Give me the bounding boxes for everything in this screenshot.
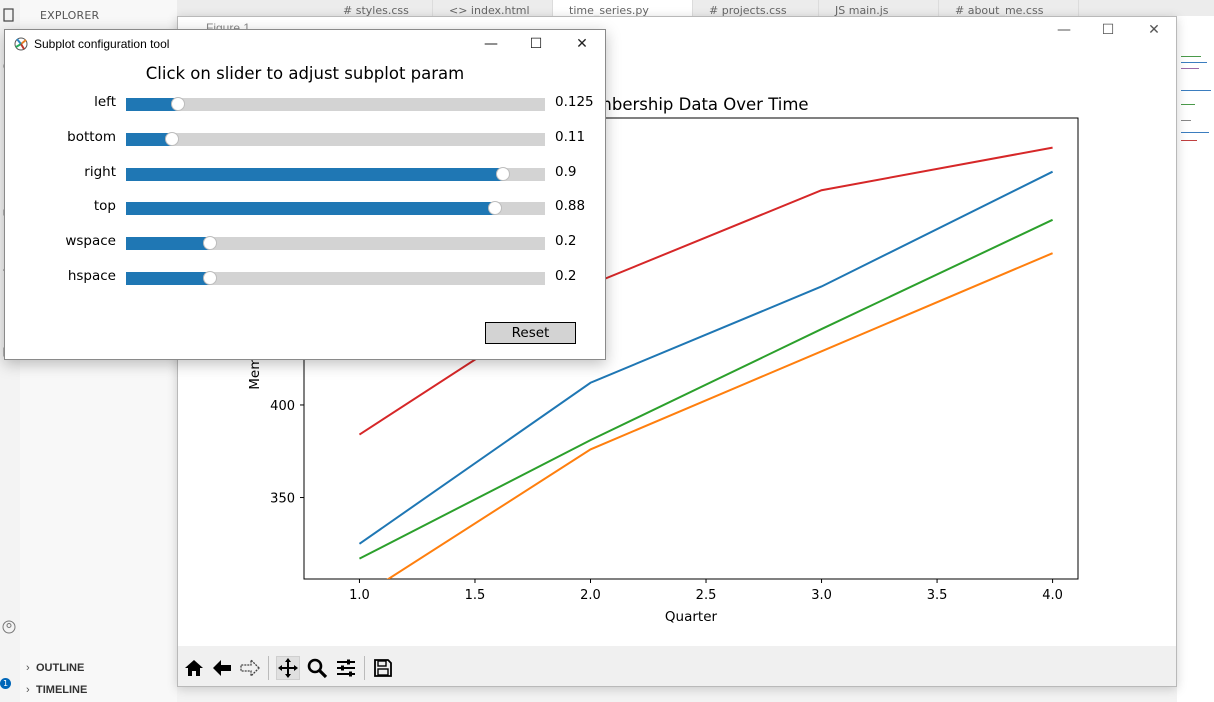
x-tick-label: 3.0: [811, 588, 832, 603]
editor-tab[interactable]: <> index.html: [433, 0, 553, 16]
slider-fill: [126, 272, 210, 285]
slider-label: bottom: [67, 129, 116, 145]
slider-track[interactable]: [126, 201, 545, 215]
pan-button[interactable]: [276, 656, 300, 680]
slider-label: left: [94, 94, 116, 110]
home-button[interactable]: [182, 656, 206, 680]
editor-tab[interactable]: # projects.css: [693, 0, 819, 16]
dialog-title: Subplot configuration tool: [34, 37, 170, 51]
y-axis: 350 400: [270, 399, 304, 507]
toolbar-separator: [268, 656, 269, 680]
dialog-minimize-button[interactable]: —: [484, 36, 498, 52]
editor-tab-active[interactable]: time_series.py: [553, 0, 693, 16]
dialog-close-button[interactable]: ✕: [576, 36, 588, 52]
outline-section[interactable]: › OUTLINE: [26, 662, 84, 674]
editor-minimap: [1177, 16, 1214, 702]
dialog-heading: Click on slider to adjust subplot param: [145, 64, 465, 83]
slider-bottom: bottom 0.11: [5, 129, 605, 149]
outline-label: OUTLINE: [36, 662, 85, 674]
chevron-right-icon: ›: [26, 684, 30, 696]
zoom-button[interactable]: [305, 656, 329, 680]
x-tick-label: 1.0: [349, 588, 370, 603]
editor-tab-bar: # styles.css <> index.html time_series.p…: [177, 0, 1214, 16]
slider-top: top 0.88: [5, 198, 605, 218]
timeline-section[interactable]: › TIMELINE: [26, 684, 87, 696]
slider-label: right: [84, 164, 116, 180]
x-axis: 1.0 1.5 2.0 2.5 3.0 3.5 4.0: [349, 579, 1063, 603]
back-arrow-icon: [213, 660, 231, 676]
dialog-maximize-button[interactable]: ☐: [529, 36, 543, 52]
figure-maximize-button[interactable]: ☐: [1101, 22, 1115, 38]
timeline-label: TIMELINE: [36, 684, 88, 696]
slider-value: 0.2: [555, 268, 577, 284]
slider-value: 0.88: [555, 198, 586, 214]
slider-value: 0.11: [555, 129, 586, 145]
slider-fill: [126, 98, 179, 111]
slider-wspace: wspace 0.2: [5, 233, 605, 253]
slider-knob[interactable]: [202, 236, 217, 250]
editor-tab[interactable]: JS main.js: [819, 0, 939, 16]
series-line-1: [358, 170, 1054, 545]
matplotlib-app-icon: [14, 37, 28, 51]
slider-knob[interactable]: [487, 201, 502, 215]
slider-label: top: [93, 198, 116, 214]
x-tick-label: 2.5: [696, 588, 717, 603]
files-icon[interactable]: [2, 8, 16, 22]
slider-right: right 0.9: [5, 164, 605, 184]
dialog-titlebar[interactable]: Subplot configuration tool — ☐ ✕: [5, 30, 605, 58]
chart-title: Membership Data Over Time: [571, 95, 808, 114]
save-button[interactable]: [371, 656, 395, 680]
x-tick-label: 1.5: [465, 588, 486, 603]
figure-close-button[interactable]: ✕: [1148, 22, 1160, 38]
series-line-2: [386, 252, 1053, 579]
navigation-toolbar: [178, 646, 1176, 686]
x-tick-label: 4.0: [1042, 588, 1063, 603]
series-line-3: [358, 218, 1054, 560]
pan-icon: [278, 658, 298, 678]
home-icon: [185, 660, 203, 676]
slider-fill: [126, 133, 173, 146]
slider-track[interactable]: [126, 167, 545, 181]
forward-button[interactable]: [238, 656, 262, 680]
configure-subplots-button[interactable]: [334, 656, 358, 680]
y-tick-label: 350: [270, 492, 295, 507]
x-axis-label: Quarter: [665, 609, 718, 625]
slider-value: 0.9: [555, 164, 577, 180]
slider-knob[interactable]: [165, 132, 180, 146]
editor-tab[interactable]: # styles.css: [327, 0, 433, 16]
figure-minimize-button[interactable]: —: [1057, 22, 1071, 38]
slider-knob[interactable]: [171, 97, 186, 111]
toolbar-separator: [364, 656, 365, 680]
slider-label: wspace: [65, 233, 116, 249]
y-tick-label: 400: [270, 399, 295, 414]
forward-arrow-icon: [240, 658, 260, 678]
editor-tab[interactable]: # about_me.css: [939, 0, 1079, 16]
slider-fill: [126, 202, 495, 215]
slider-left: left 0.125: [5, 94, 605, 114]
slider-label: hspace: [67, 268, 116, 284]
configure-subplots-icon: [337, 659, 355, 677]
slider-track[interactable]: [126, 271, 545, 285]
slider-fill: [126, 237, 210, 250]
slider-knob[interactable]: [202, 271, 217, 285]
save-icon: [374, 659, 392, 677]
back-button[interactable]: [210, 656, 234, 680]
slider-knob[interactable]: [496, 167, 511, 181]
subplot-config-dialog: Subplot configuration tool — ☐ ✕ Click o…: [4, 29, 606, 360]
account-icon[interactable]: [2, 620, 16, 634]
x-tick-label: 2.0: [580, 588, 601, 603]
slider-track[interactable]: [126, 236, 545, 250]
x-tick-label: 3.5: [927, 588, 948, 603]
slider-track[interactable]: [126, 132, 545, 146]
zoom-icon: [307, 658, 328, 679]
notification-badge: 1: [0, 678, 11, 689]
chevron-right-icon: ›: [26, 662, 30, 674]
slider-value: 0.2: [555, 233, 577, 249]
slider-hspace: hspace 0.2: [5, 268, 605, 288]
reset-button[interactable]: Reset: [485, 322, 576, 344]
slider-fill: [126, 168, 504, 181]
explorer-title: EXPLORER: [40, 9, 100, 22]
slider-value: 0.125: [555, 94, 594, 110]
slider-track[interactable]: [126, 97, 545, 111]
